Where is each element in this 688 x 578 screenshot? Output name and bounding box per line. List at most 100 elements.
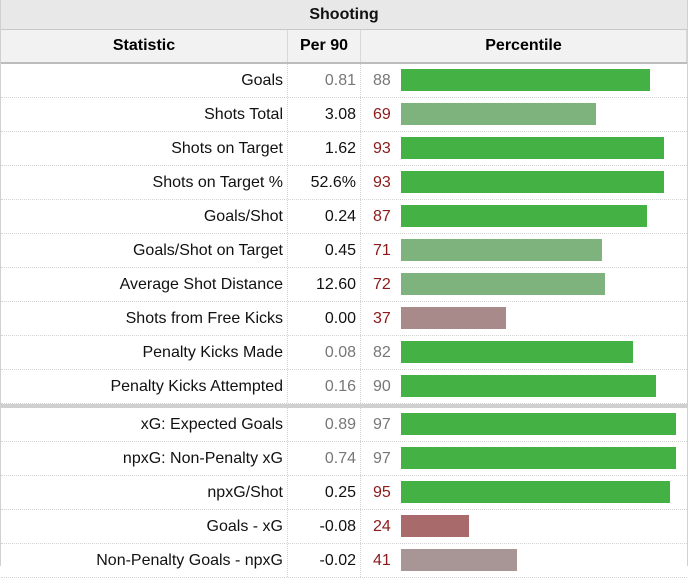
percentile-cell: 37 xyxy=(361,302,687,335)
percentile-bar-track xyxy=(401,549,684,571)
table-row: Shots Total 3.08 69 xyxy=(1,98,687,132)
percentile-value: 41 xyxy=(373,551,391,569)
per-90-value: 0.00 xyxy=(288,302,361,335)
per-90-value: 0.89 xyxy=(288,408,361,441)
percentile-value: 37 xyxy=(373,309,391,327)
percentile-cell: 87 xyxy=(361,200,687,233)
percentile-value: 82 xyxy=(373,343,391,361)
percentile-bar xyxy=(401,205,648,227)
per-90-value: 1.62 xyxy=(288,132,361,165)
percentile-bar-track xyxy=(401,69,684,91)
per-90-value: 52.6% xyxy=(288,166,361,199)
table-row: Average Shot Distance 12.60 72 xyxy=(1,268,687,302)
percentile-bar xyxy=(401,481,670,503)
statistic-name: Non-Penalty Goals - npxG xyxy=(1,544,288,577)
percentile-cell: 88 xyxy=(361,64,687,97)
percentile-bar xyxy=(401,447,676,469)
per-90-value: 12.60 xyxy=(288,268,361,301)
table-row: Goals 0.81 88 xyxy=(1,64,687,98)
statistic-name: Shots on Target % xyxy=(1,166,288,199)
percentile-cell: 93 xyxy=(361,166,687,199)
statistic-name: Shots on Target xyxy=(1,132,288,165)
table-row: Non-Penalty Goals - npxG -0.02 41 xyxy=(1,544,687,578)
percentile-bar-track xyxy=(401,307,684,329)
percentile-cell: 82 xyxy=(361,336,687,369)
percentile-bar-track xyxy=(401,447,684,469)
percentile-cell: 72 xyxy=(361,268,687,301)
table-row: Shots on Target 1.62 93 xyxy=(1,132,687,166)
percentile-value: 93 xyxy=(373,173,391,191)
percentile-cell: 93 xyxy=(361,132,687,165)
percentile-bar-track xyxy=(401,171,684,193)
percentile-value: 87 xyxy=(373,207,391,225)
percentile-bar xyxy=(401,103,597,125)
statistic-name: xG: Expected Goals xyxy=(1,408,288,441)
percentile-bar xyxy=(401,307,506,329)
percentile-bar xyxy=(401,239,602,261)
table-row: Goals/Shot on Target 0.45 71 xyxy=(1,234,687,268)
percentile-cell: 69 xyxy=(361,98,687,131)
percentile-value: 97 xyxy=(373,415,391,433)
statistic-name: Shots Total xyxy=(1,98,288,131)
statistic-name: Goals xyxy=(1,64,288,97)
percentile-bar-track xyxy=(401,481,684,503)
statistic-name: Goals/Shot on Target xyxy=(1,234,288,267)
percentile-bar-track xyxy=(401,375,684,397)
table-row: Goals/Shot 0.24 87 xyxy=(1,200,687,234)
per-90-value: -0.08 xyxy=(288,510,361,543)
table-row: Goals - xG -0.08 24 xyxy=(1,510,687,544)
statistic-name: npxG: Non-Penalty xG xyxy=(1,442,288,475)
per-90-value: 0.08 xyxy=(288,336,361,369)
percentile-cell: 95 xyxy=(361,476,687,509)
percentile-bar xyxy=(401,549,518,571)
percentile-bar xyxy=(401,341,634,363)
percentile-bar xyxy=(401,515,469,537)
percentile-value: 24 xyxy=(373,517,391,535)
percentile-value: 88 xyxy=(373,71,391,89)
percentile-value: 93 xyxy=(373,139,391,157)
percentile-cell: 71 xyxy=(361,234,687,267)
percentile-cell: 97 xyxy=(361,408,687,441)
statistic-name: Penalty Kicks Made xyxy=(1,336,288,369)
per-90-value: 0.81 xyxy=(288,64,361,97)
per-90-value: -0.02 xyxy=(288,544,361,577)
percentile-cell: 97 xyxy=(361,442,687,475)
percentile-cell: 90 xyxy=(361,370,687,403)
statistic-name: Average Shot Distance xyxy=(1,268,288,301)
percentile-bar-track xyxy=(401,103,684,125)
table-row: npxG/Shot 0.25 95 xyxy=(1,476,687,510)
column-header-row: Statistic Per 90 Percentile xyxy=(1,30,687,64)
statistic-name: Goals/Shot xyxy=(1,200,288,233)
percentile-value: 97 xyxy=(373,449,391,467)
table-body: Goals 0.81 88 Shots Total 3.08 69 Shots on Tar… xyxy=(1,64,687,578)
percentile-bar xyxy=(401,171,665,193)
percentile-bar-track xyxy=(401,341,684,363)
percentile-bar-track xyxy=(401,205,684,227)
percentile-value: 95 xyxy=(373,483,391,501)
per-90-value: 0.16 xyxy=(288,370,361,403)
table-row: Penalty Kicks Attempted 0.16 90 xyxy=(1,370,687,404)
percentile-bar-track xyxy=(401,137,684,159)
table-row: xG: Expected Goals 0.89 97 xyxy=(1,404,687,442)
statistic-name: npxG/Shot xyxy=(1,476,288,509)
percentile-bar-track xyxy=(401,239,684,261)
table-row: Shots from Free Kicks 0.00 37 xyxy=(1,302,687,336)
header-per-90[interactable]: Per 90 xyxy=(288,30,361,62)
per-90-value: 0.25 xyxy=(288,476,361,509)
percentile-cell: 41 xyxy=(361,544,687,577)
percentile-bar xyxy=(401,69,651,91)
table-row: npxG: Non-Penalty xG 0.74 97 xyxy=(1,442,687,476)
percentile-bar xyxy=(401,375,656,397)
percentile-bar-track xyxy=(401,413,684,435)
statistic-name: Goals - xG xyxy=(1,510,288,543)
percentile-bar-track xyxy=(401,273,684,295)
table-title: Shooting xyxy=(1,0,687,30)
header-percentile[interactable]: Percentile xyxy=(361,30,687,62)
table-row: Penalty Kicks Made 0.08 82 xyxy=(1,336,687,370)
percentile-value: 71 xyxy=(373,241,391,259)
table-title-text: Shooting xyxy=(309,5,379,23)
header-statistic[interactable]: Statistic xyxy=(1,30,288,62)
percentile-value: 72 xyxy=(373,275,391,293)
per-90-value: 0.74 xyxy=(288,442,361,475)
